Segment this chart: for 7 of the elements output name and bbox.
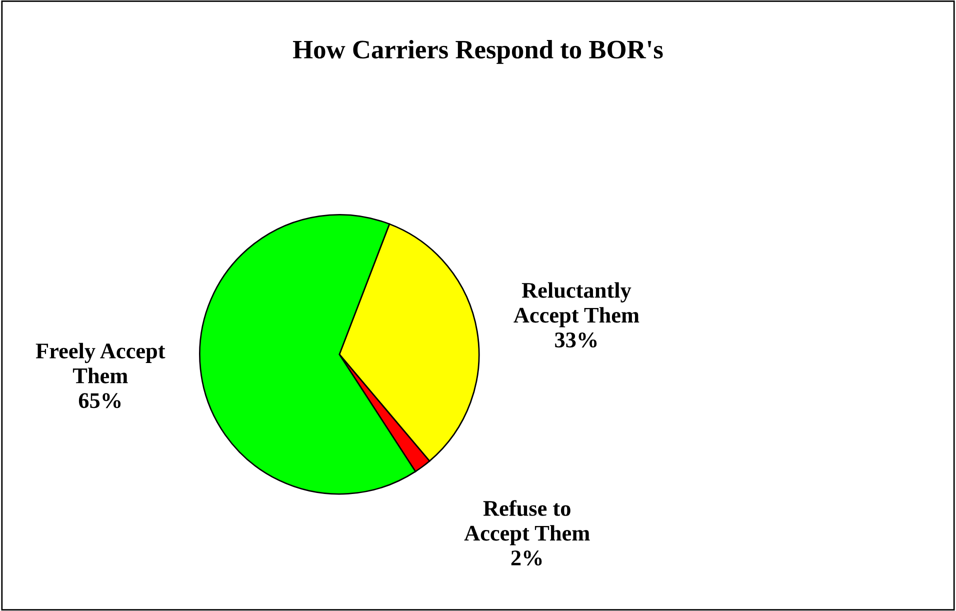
data-label: 65% [78, 393, 121, 408]
slice-label: Refuse to Accept Them [464, 500, 590, 546]
slice-label: Reluctantly Accept Them [514, 282, 640, 328]
slice-label: Freely Accept Them [36, 342, 166, 384]
data-label: 33% [555, 332, 597, 348]
data-label: 2% [511, 550, 542, 566]
chart-title: How Carriers Respond to BOR's [292, 40, 663, 64]
